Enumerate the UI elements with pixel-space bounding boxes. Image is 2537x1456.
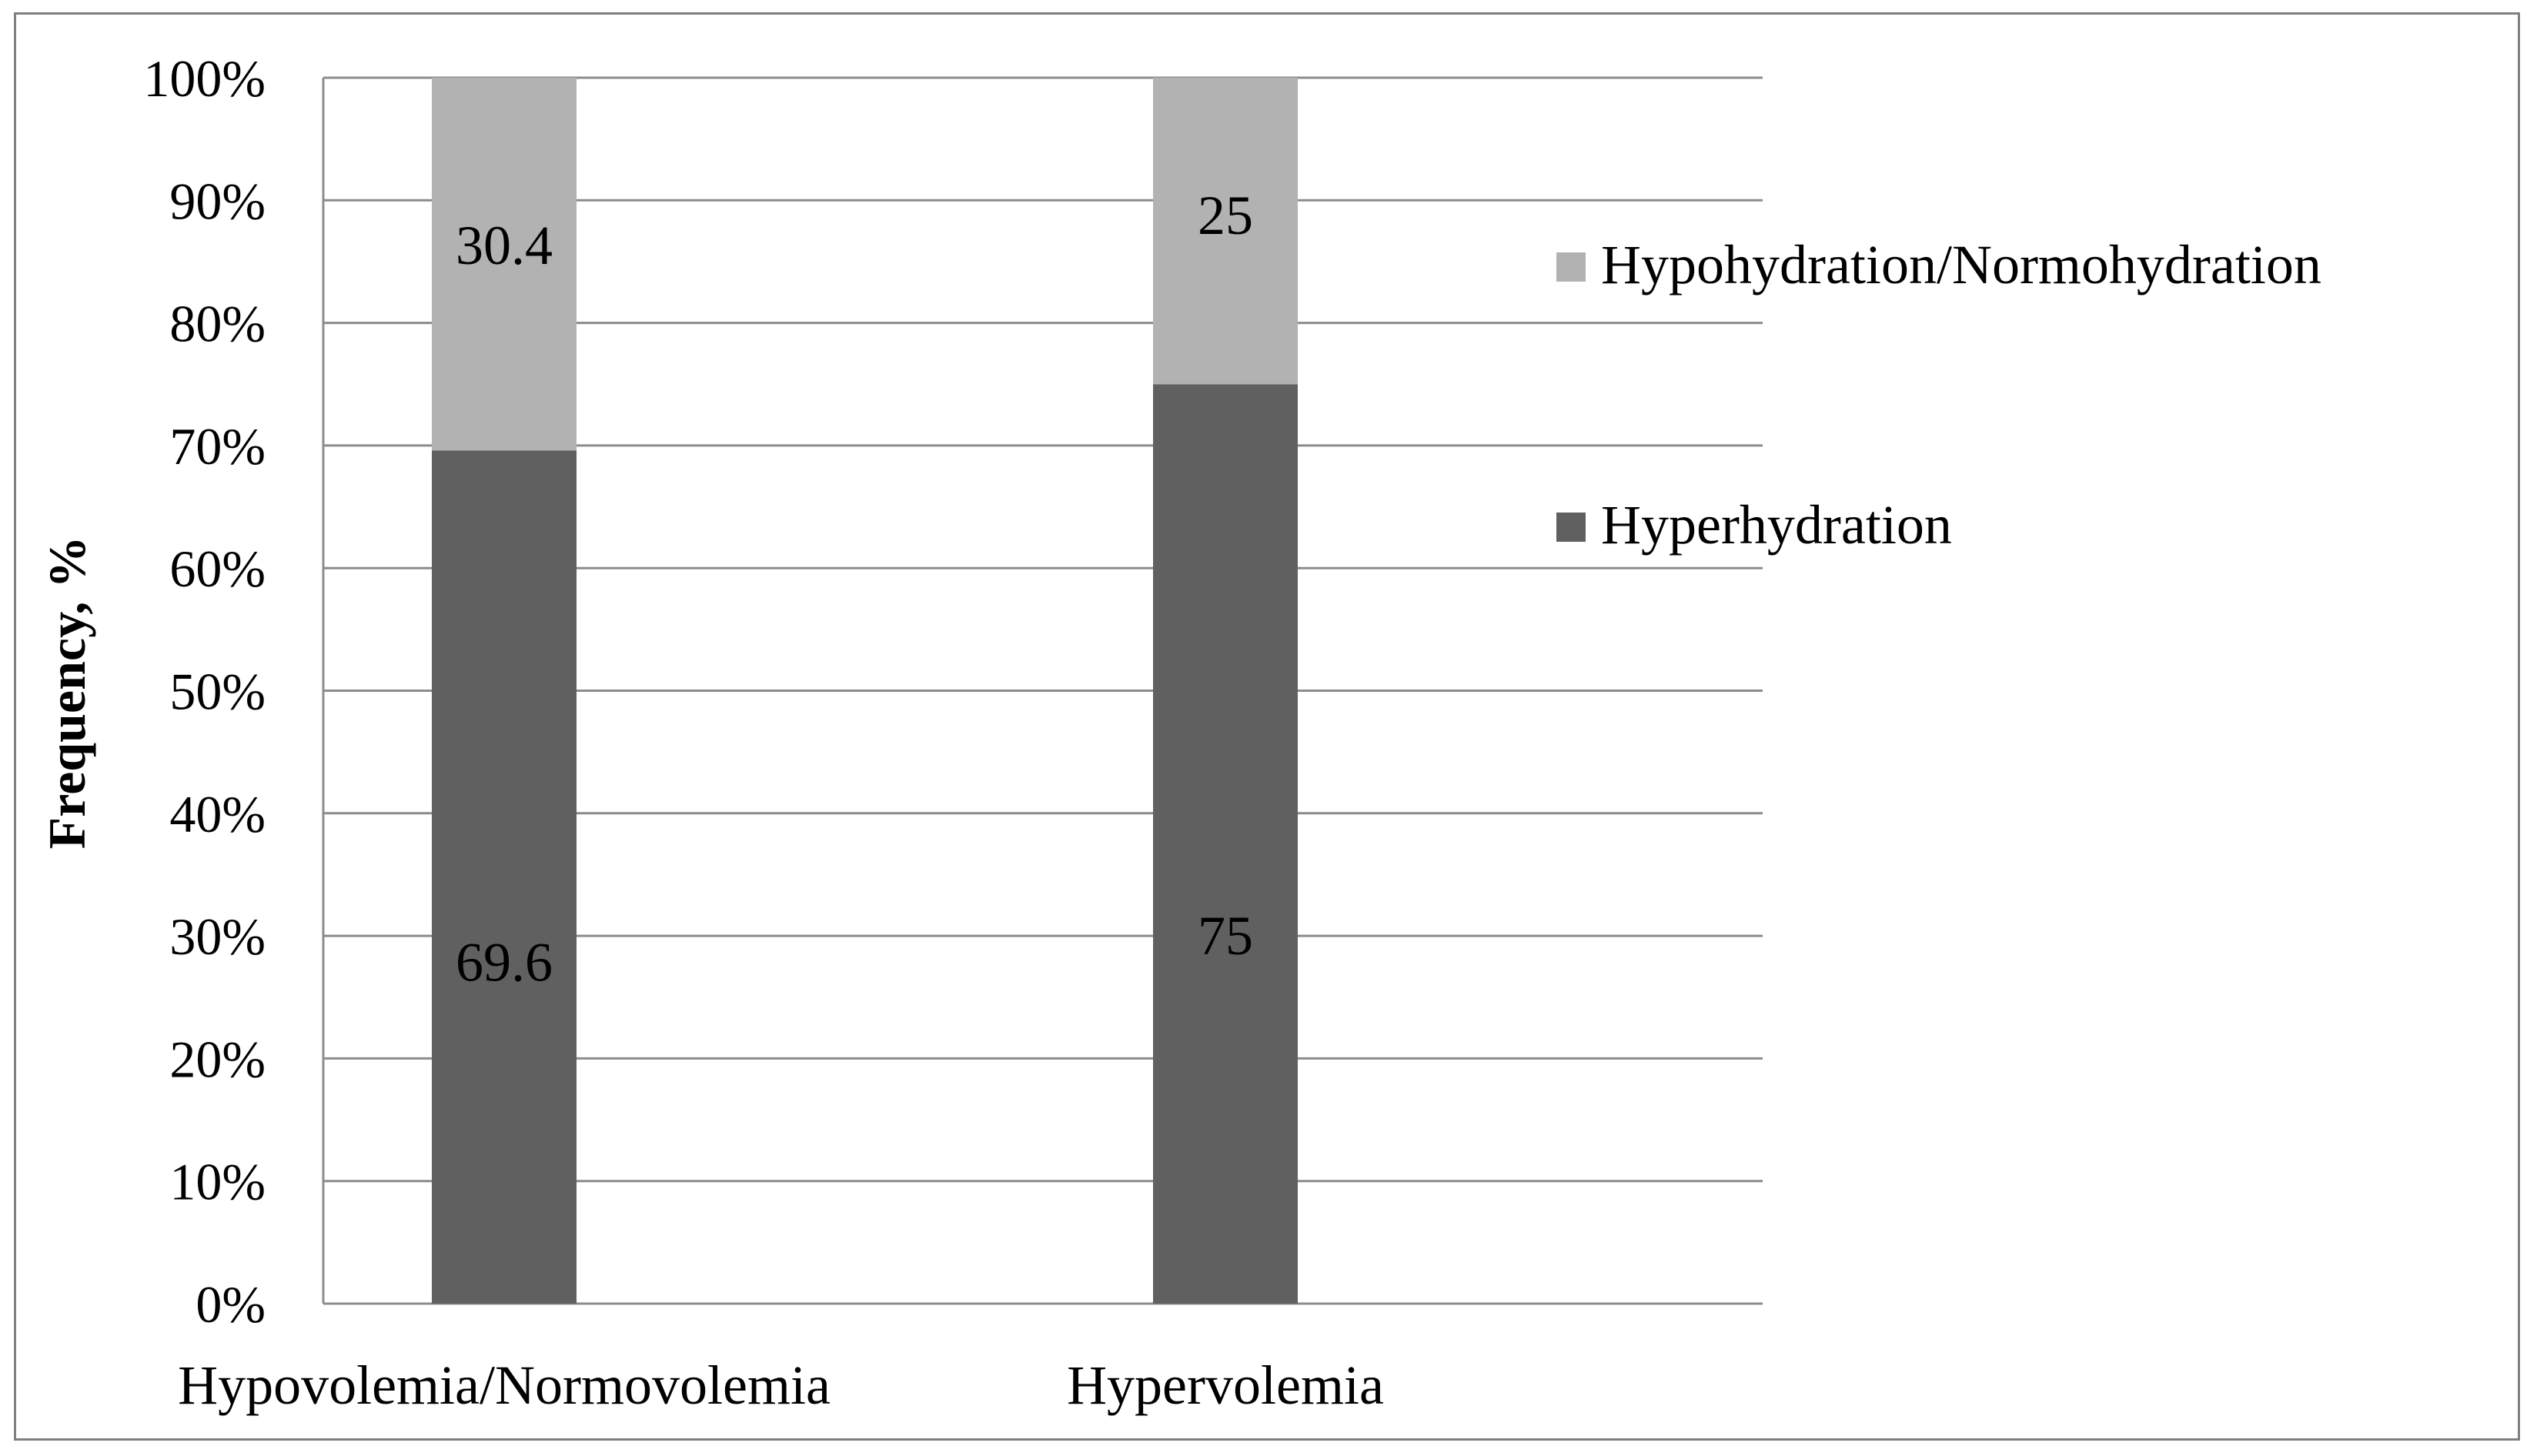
data-label: 30.4 [456,215,553,276]
legend-swatch [1556,252,1586,282]
legend-label: Hyperhydration [1601,494,1952,556]
x-category-label: Hypovolemia/Normovolemia [178,1354,831,1416]
legend-label: Hypohydration/Normohydration [1601,234,2321,296]
y-tick-label: 90% [169,172,266,230]
y-tick-labels: 0% 10% 20% 30% 40% 50% 60% 70% 80% 90% 100% [143,49,266,1334]
data-labels: 69.6 30.4 75 25 [456,185,1253,993]
y-axis-label: Frequency, % [38,536,96,850]
legend-swatch [1556,513,1586,542]
y-tick-label: 10% [169,1153,266,1211]
bar-segment [432,78,577,451]
legend: Hypohydration/Normohydration Hyperhydrati… [1556,234,2321,556]
data-label: 75 [1198,905,1253,967]
bar-segment [1153,78,1298,385]
bar-segment [1153,384,1298,1304]
y-tick-label: 0% [196,1275,266,1334]
y-tick-label: 40% [169,785,266,843]
y-tick-label: 80% [169,295,266,353]
y-tick-label: 100% [143,49,266,108]
y-tick-label: 50% [169,663,266,721]
x-category-label: Hypervolemia [1067,1354,1384,1416]
y-tick-label: 20% [169,1030,266,1088]
y-tick-label: 60% [169,539,266,598]
data-label: 69.6 [456,932,553,993]
x-category-labels: Hypovolemia/Normovolemia Hypervolemia [178,1354,1384,1416]
bar-segment [432,450,577,1304]
data-label: 25 [1198,185,1253,246]
y-tick-label: 70% [169,417,266,476]
bars [432,78,1298,1304]
y-tick-label: 30% [169,907,266,966]
